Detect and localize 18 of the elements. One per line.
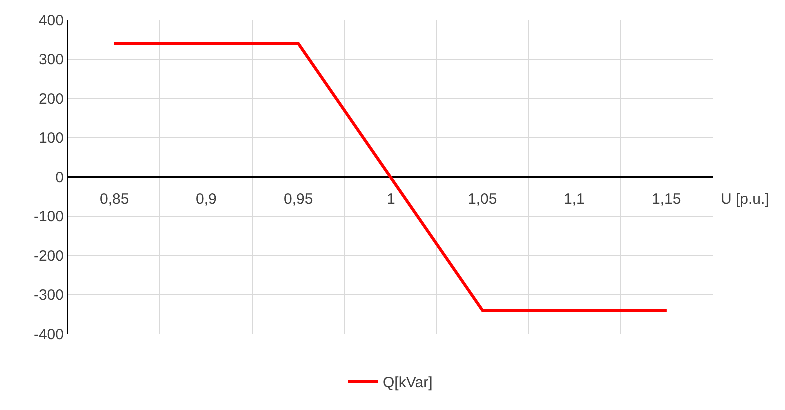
- y-tick-label: -300: [34, 287, 64, 304]
- x-tick-label: 0,95: [284, 191, 314, 208]
- x-tick-label: 1,15: [652, 191, 682, 208]
- y-tick-label: 300: [38, 52, 64, 68]
- y-tick-label: 0: [56, 169, 64, 186]
- y-tick-label: 400: [38, 12, 64, 30]
- x-tick-label: 0,85: [100, 191, 130, 208]
- y-tick-label: 100: [38, 130, 64, 147]
- y-tick-label: -100: [34, 208, 64, 226]
- x-axis-title: U [p.u.]: [721, 191, 770, 208]
- legend-label: Q[kVar]: [383, 374, 433, 392]
- y-tick-label: -200: [34, 248, 64, 265]
- y-tick-label: 200: [38, 90, 64, 108]
- x-tick-label: 0,9: [196, 191, 217, 208]
- y-tick-label: -400: [34, 326, 64, 344]
- x-tick-label: 1: [387, 191, 396, 208]
- x-tick-label: 1,05: [468, 191, 498, 208]
- x-tick-label: 1,1: [564, 191, 585, 208]
